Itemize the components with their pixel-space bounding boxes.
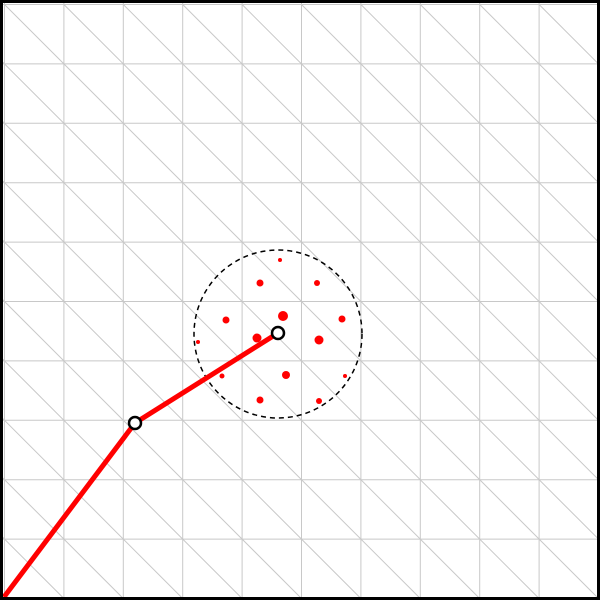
diagonal <box>0 415 184 599</box>
dashed-circle <box>193 249 363 419</box>
diagonal <box>0 296 302 599</box>
red-dot <box>282 371 290 379</box>
diagonal <box>0 177 421 599</box>
diagonal <box>0 58 540 599</box>
diagonal <box>63 4 600 542</box>
red-dot <box>219 373 225 379</box>
joint <box>127 415 143 431</box>
red-dot <box>314 335 324 345</box>
red-dot <box>252 333 262 343</box>
diagonal <box>4 4 599 599</box>
diagonal <box>122 4 600 482</box>
red-dot <box>338 315 346 323</box>
red-dot <box>316 398 322 404</box>
diagonal <box>0 236 362 599</box>
red-dot <box>343 374 347 378</box>
red-dot <box>222 316 230 324</box>
red-dot <box>256 396 264 404</box>
diagonal <box>182 4 600 423</box>
dots <box>196 258 347 404</box>
diagonal <box>419 4 600 185</box>
diagonal <box>360 4 600 245</box>
joint <box>270 325 286 341</box>
red-dot <box>278 311 288 321</box>
diagonal <box>0 474 124 599</box>
diagonal <box>479 4 600 126</box>
red-dot <box>196 340 200 344</box>
diagonal <box>0 355 243 599</box>
diagonal <box>0 118 481 599</box>
diagonal <box>241 4 600 364</box>
red-dot <box>314 280 320 286</box>
red-dot <box>278 258 282 262</box>
red-dot <box>256 279 264 287</box>
